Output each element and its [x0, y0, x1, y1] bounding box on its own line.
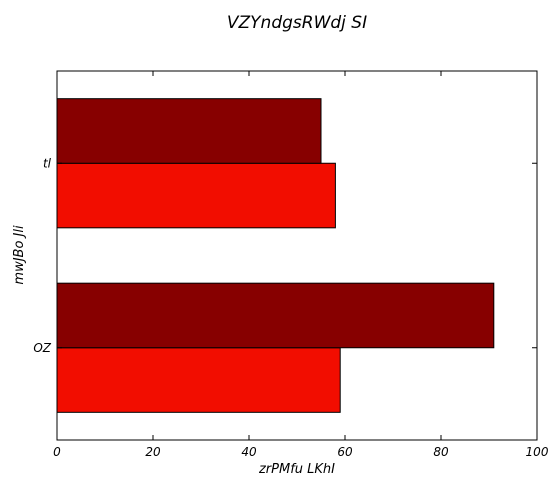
bar-tl-series-1 — [56, 162, 336, 229]
x-tick-label: 100 — [526, 445, 549, 459]
y-axis-label: mwJBo Jli — [12, 225, 27, 285]
bar-OZ-series-1 — [56, 347, 341, 413]
x-axis-label: zrPMfu LKhI — [258, 462, 335, 477]
y-tick-label: tl — [43, 156, 52, 170]
x-tick-label: 80 — [433, 445, 449, 459]
bars-layer — [56, 98, 495, 413]
x-tick-label: 40 — [241, 445, 257, 459]
x-tick-label: 20 — [145, 445, 161, 459]
ticks-layer: OZ tl 0 20 40 60 80 100 — [33, 71, 549, 459]
bar-tl-series-2 — [56, 98, 322, 164]
x-tick-label: 60 — [337, 445, 353, 459]
bar-OZ-series-2 — [56, 282, 495, 349]
y-tick-label: OZ — [33, 341, 51, 355]
x-tick-label: 0 — [53, 445, 61, 459]
chart-title: VZYndgsRWdj SI — [227, 13, 367, 33]
